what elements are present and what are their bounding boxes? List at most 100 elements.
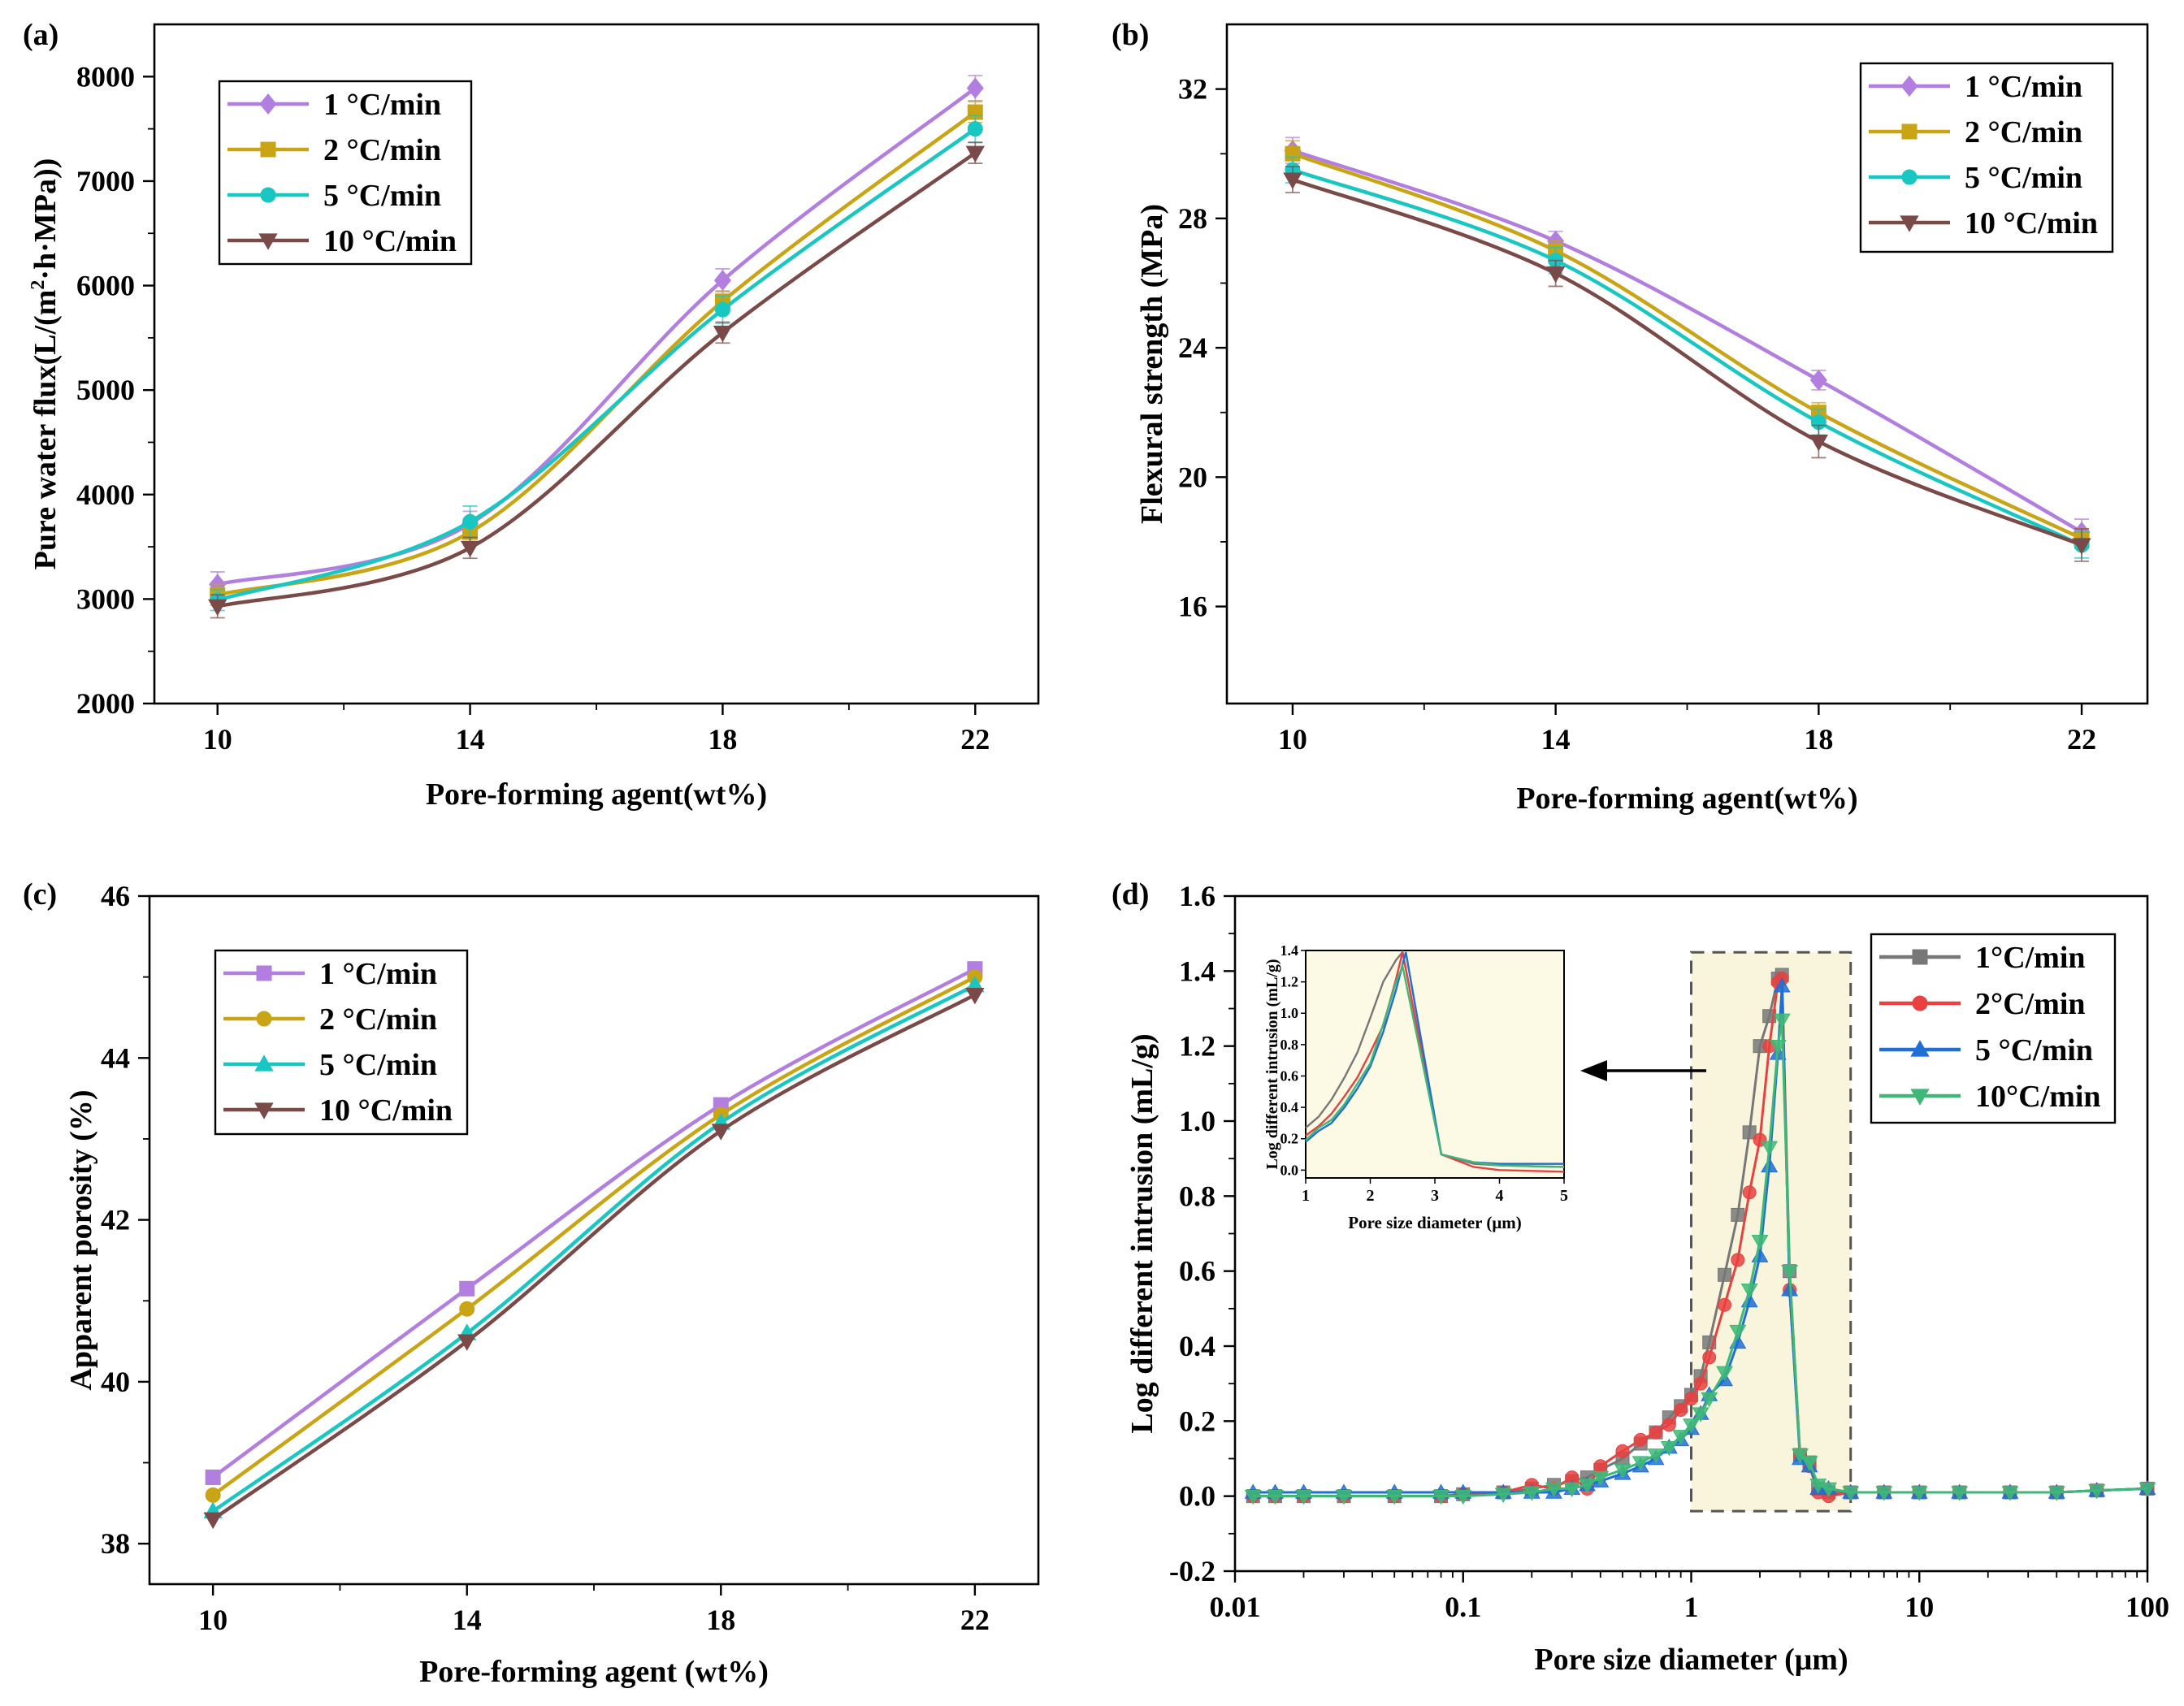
panel-label: (a) [23, 18, 58, 52]
y-tick-label: 32 [1178, 73, 1207, 106]
data-point [714, 301, 730, 318]
x-tick-label: 18 [1804, 723, 1833, 756]
y-tick-label: 40 [101, 1366, 130, 1398]
y-axis-label-part: 2 [28, 280, 49, 290]
data-point [1875, 1486, 1893, 1501]
y-tick-label: 6000 [76, 270, 135, 302]
series-line-2 [1292, 168, 2083, 547]
y-tick-label: 0.0 [1179, 1480, 1216, 1513]
data-point [1761, 1141, 1779, 1156]
data-point [462, 513, 479, 530]
y-tick-label: 7000 [76, 165, 135, 197]
data-point [1761, 1157, 1779, 1173]
panel-label: (b) [1112, 18, 1149, 52]
data-point [1791, 1448, 1809, 1464]
data-point [457, 1334, 477, 1351]
y-tick-label: 1.2 [1179, 1030, 1216, 1063]
data-point [1545, 266, 1566, 284]
arrow-head-icon [1580, 1060, 1607, 1081]
data-point [711, 1124, 730, 1141]
y-tick-label: 46 [101, 880, 130, 912]
y-tick-label: 3000 [76, 582, 135, 615]
legend-marker [1900, 76, 1918, 97]
data-point [1335, 1489, 1353, 1505]
series-line-1 [1292, 152, 2083, 540]
y-tick-label: 2000 [76, 687, 135, 720]
y-tick-label: 0.6 [1179, 1255, 1216, 1288]
x-tick-label: 22 [960, 1604, 990, 1636]
legend-label: 2°C/min [1975, 987, 2086, 1021]
data-point [205, 1469, 221, 1485]
data-point [1523, 1486, 1540, 1501]
data-point [1820, 1482, 1837, 1498]
legend: 1 °C/min 2 °C/min 5 °C/min 10 °C/min [1859, 62, 2114, 253]
data-point [2072, 538, 2091, 555]
data-point [1563, 1482, 1581, 1498]
legend-marker [256, 1011, 272, 1027]
legend-label: 1°C/min [1975, 941, 2086, 975]
data-point [966, 77, 984, 99]
data-point [1742, 1185, 1757, 1200]
data-point [1660, 1440, 1678, 1457]
x-tick-label: 1 [1684, 1591, 1699, 1623]
data-point [1545, 1482, 1562, 1498]
inset-y-tick-label: 0.2 [1280, 1131, 1299, 1147]
legend-marker [1900, 215, 1919, 232]
legend-marker [1912, 949, 1928, 965]
data-point [1283, 172, 1302, 189]
data-point [1740, 1284, 1758, 1299]
inset-y-tick-label: 0.0 [1280, 1162, 1299, 1178]
legend-label: 1 °C/min [323, 88, 441, 122]
data-point [1769, 1039, 1787, 1055]
y-tick-label: 1.4 [1179, 955, 1216, 987]
data-point [2001, 1486, 2019, 1501]
inset-chart: 1 2 3 4 5 0.0 0.2 0.4 0.6 0.8 1.0 1.2 1.4 Pore size d… [1263, 942, 1568, 1232]
legend-marker [258, 233, 278, 250]
legend-label: 2 °C/min [319, 1002, 437, 1037]
y-tick-label: 16 [1178, 591, 1207, 623]
y-tick-label: 8000 [76, 60, 135, 93]
legend-label: 5 °C/min [1965, 161, 2082, 195]
data-point [1244, 1489, 1262, 1505]
inset-x-axis-label: Pore size diameter (μm) [1348, 1213, 1521, 1232]
data-point [460, 540, 480, 558]
data-point [1729, 1324, 1747, 1340]
y-axis-label: Apparent porosity (%) [64, 1089, 98, 1390]
legend: 1 °C/min 2 °C/min 5 °C/min 10 °C/min [218, 80, 473, 266]
chart-panel-c: (c) 10 14 18 22 38 40 42 44 46 Pore-forming agent … [23, 877, 1040, 1689]
data-point [1684, 1392, 1698, 1406]
inset-series-line-0 [1305, 950, 1565, 1168]
data-point [1614, 1463, 1632, 1479]
data-point [1432, 1489, 1450, 1505]
data-point [965, 145, 985, 163]
series-line-3 [1292, 177, 2082, 548]
data-point [1672, 1430, 1690, 1445]
data-point [1842, 1486, 1860, 1501]
legend-label: 5 °C/min [1975, 1033, 2093, 1067]
y-tick-label: 5000 [76, 374, 135, 406]
inset-y-tick-label: 1.2 [1280, 974, 1299, 990]
legend-marker [254, 1102, 274, 1119]
y-tick-label: 20 [1178, 461, 1207, 493]
inset-y-tick-label: 0.6 [1280, 1067, 1299, 1084]
data-point [2138, 1482, 2156, 1498]
x-axis-label: Pore-forming agent(wt%) [426, 777, 767, 812]
data-point [1809, 369, 1827, 391]
y-axis-label-part: ·h·MPa)) [28, 158, 63, 280]
inset-y-tick-label: 0.4 [1280, 1099, 1299, 1115]
y-tick-label: 24 [1178, 331, 1207, 364]
x-tick-label: 22 [2067, 723, 2096, 756]
y-tick-label: 0.4 [1179, 1330, 1216, 1362]
data-point [1649, 1425, 1663, 1440]
y-axis-label: Log different intrusion (mL/g) [1125, 1033, 1159, 1433]
data-point [1751, 1235, 1769, 1250]
inset-x-tick-label: 3 [1431, 1187, 1439, 1205]
legend-label: 10 °C/min [1965, 206, 2098, 240]
y-axis-label-part: Pure water flux(L/(m [28, 290, 63, 570]
data-point [1632, 1456, 1649, 1471]
series-line-2 [211, 983, 976, 1513]
data-point [2088, 1484, 2106, 1500]
series-line-3 [217, 151, 977, 608]
data-point [1731, 1253, 1745, 1267]
